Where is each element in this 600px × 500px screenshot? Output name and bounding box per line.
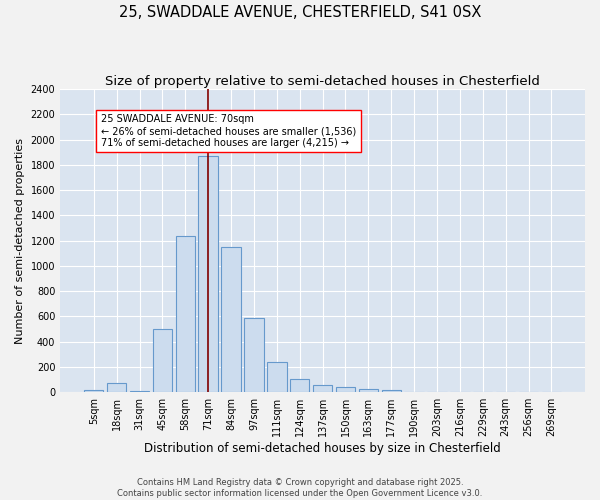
Y-axis label: Number of semi-detached properties: Number of semi-detached properties (15, 138, 25, 344)
Bar (359, 390, 378, 392)
Bar (244, 318, 263, 392)
Bar (107, 382, 127, 392)
Bar (290, 379, 310, 392)
Bar (130, 391, 149, 392)
Bar (152, 330, 172, 392)
Title: Size of property relative to semi-detached houses in Chesterfield: Size of property relative to semi-detach… (105, 75, 540, 88)
Bar (382, 390, 401, 392)
Text: 25, SWADDALE AVENUE, CHESTERFIELD, S41 0SX: 25, SWADDALE AVENUE, CHESTERFIELD, S41 0… (119, 5, 481, 20)
Bar (336, 388, 355, 392)
Bar (221, 248, 241, 392)
Bar (199, 156, 218, 392)
X-axis label: Distribution of semi-detached houses by size in Chesterfield: Distribution of semi-detached houses by … (144, 442, 501, 455)
Bar (84, 390, 103, 392)
Bar (313, 385, 332, 392)
Text: Contains HM Land Registry data © Crown copyright and database right 2025.
Contai: Contains HM Land Registry data © Crown c… (118, 478, 482, 498)
Bar (176, 236, 195, 392)
Bar (267, 362, 287, 392)
Text: 25 SWADDALE AVENUE: 70sqm
← 26% of semi-detached houses are smaller (1,536)
71% : 25 SWADDALE AVENUE: 70sqm ← 26% of semi-… (101, 114, 356, 148)
